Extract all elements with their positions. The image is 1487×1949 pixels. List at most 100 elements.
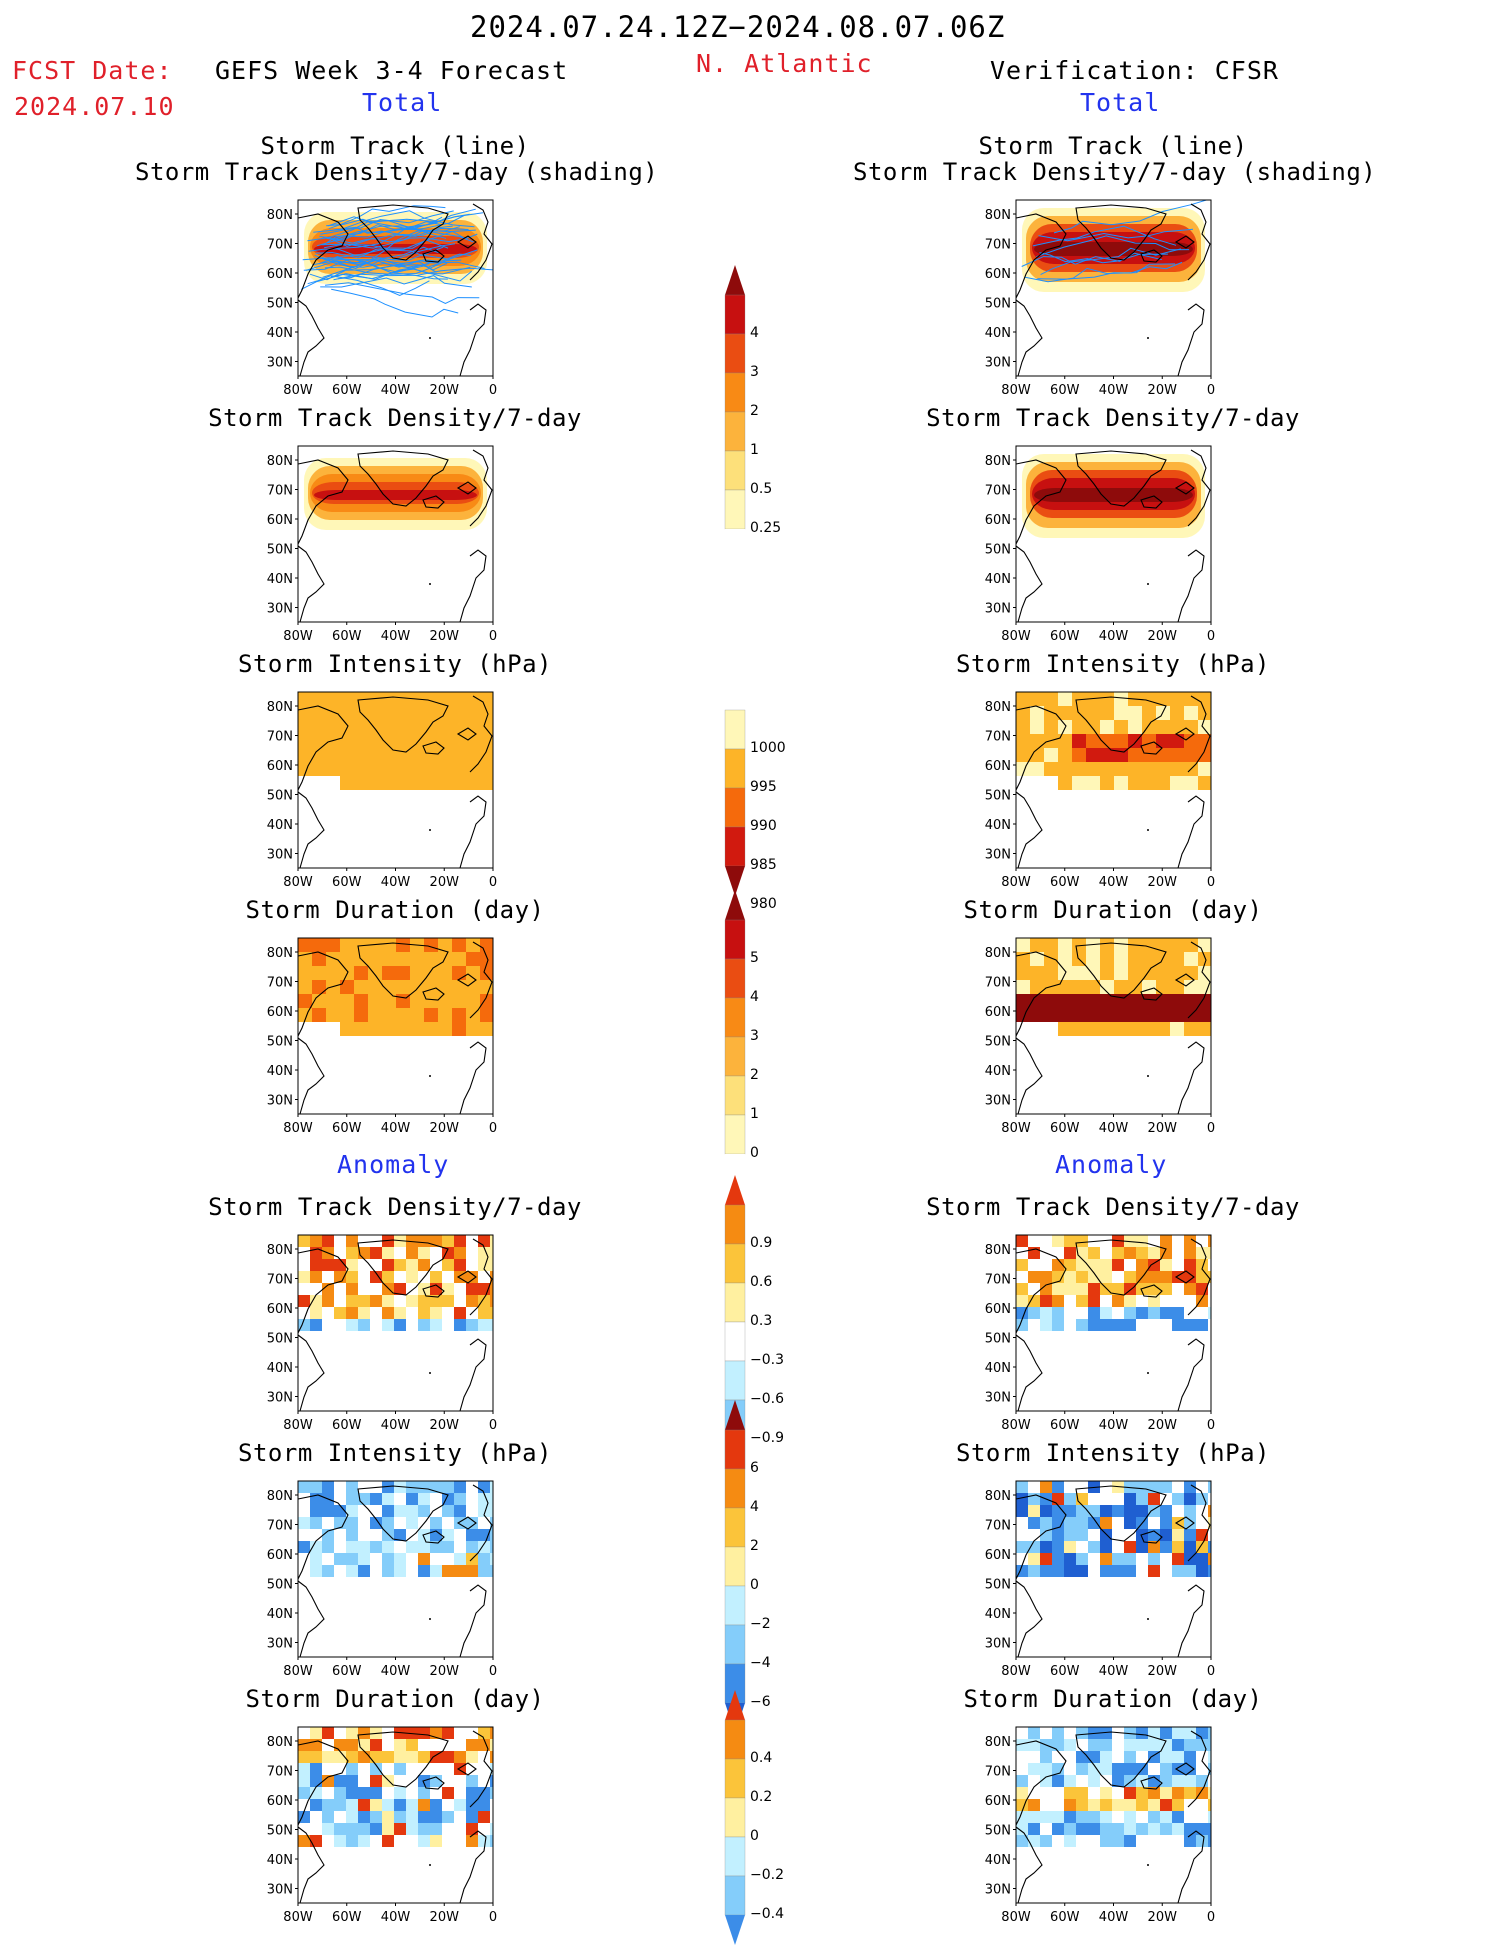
lat-tick-label: 60N: [985, 267, 1011, 282]
lat-tick-label: 40N: [267, 1361, 293, 1376]
colorbar-tick-label: 980: [750, 896, 777, 912]
lat-tick-label: 40N: [267, 1853, 293, 1868]
lat-tick-label: 70N: [985, 1765, 1011, 1780]
title-track-density-shading-left: Storm Track Density/7-day (shading): [135, 158, 659, 186]
lat-tick-label: 70N: [267, 484, 293, 499]
map-svg: 80N 70N 60N 50N 40N 30N 80W 60W 40W 20W 0: [267, 937, 497, 1136]
lon-tick-label: 0: [1207, 383, 1215, 398]
lon-tick-label: 40W: [381, 383, 411, 398]
field-density: [1022, 454, 1205, 538]
colorbar-tick-label: 0.4: [750, 1750, 773, 1766]
lat-tick-label: 50N: [267, 1035, 293, 1050]
lon-tick-label: 0: [489, 875, 497, 890]
title-track-line-left: Storm Track (line): [260, 132, 530, 160]
field-track: [1021, 200, 1209, 292]
lat-tick-label: 50N: [267, 1824, 293, 1839]
lat-tick-label: 60N: [985, 1794, 1011, 1809]
lon-tick-label: 20W: [430, 1121, 460, 1136]
lon-tick-label: 0: [489, 1418, 497, 1433]
lat-tick-label: 30N: [267, 356, 293, 371]
lon-tick-label: 60W: [332, 1910, 362, 1925]
lat-tick-label: 80N: [985, 454, 1011, 469]
field-ianom: [298, 1481, 493, 1577]
lat-tick-label: 70N: [985, 976, 1011, 991]
colorbar-tick-label: −0.4: [750, 1906, 784, 1922]
lat-tick-label: 80N: [985, 208, 1011, 223]
coastline: [1016, 203, 1211, 376]
map-svg: 80N 70N 60N 50N 40N 30N 80W 60W 40W 20W 0: [267, 199, 497, 398]
colorbar-density-anom: 0.9 0.6 0.3 −0.3 −0.6 −0.9: [720, 1175, 800, 1508]
lon-tick-label: 80W: [1001, 1121, 1031, 1136]
lon-tick-label: 20W: [1148, 875, 1178, 890]
lat-tick-label: 60N: [267, 759, 293, 774]
lat-tick-label: 50N: [267, 789, 293, 804]
lon-tick-label: 80W: [283, 875, 313, 890]
map-danom-forecast: 80N 70N 60N 50N 40N 30N 80W 60W 40W 20W 0: [253, 1225, 508, 1441]
lat-tick-label: 70N: [267, 730, 293, 745]
left-column-title: GEFS Week 3-4 Forecast: [215, 56, 569, 85]
title-track-density-left: Storm Track Density/7-day: [208, 404, 582, 432]
lon-tick-label: 80W: [283, 629, 313, 644]
coastline: [298, 1238, 493, 1411]
total-label-right: Total: [1080, 88, 1161, 117]
title-intensity-anom-left: Storm Intensity (hPa): [238, 1439, 552, 1467]
field-danom: [298, 1235, 493, 1331]
colorbar-duration-anom: 0.4 0.2 0 −0.2 −0.4: [720, 1690, 800, 1945]
colorbar-tick-label: 0.25: [750, 520, 782, 536]
lat-tick-label: 80N: [267, 1735, 293, 1750]
map-duanom-verification: 80N 70N 60N 50N 40N 30N 80W 60W 40W 20W 0: [971, 1717, 1226, 1933]
field-duration: [298, 938, 493, 1036]
lon-tick-label: 60W: [332, 383, 362, 398]
coastline: [1016, 941, 1211, 1114]
lat-tick-label: 30N: [267, 602, 293, 617]
lat-tick-label: 80N: [267, 208, 293, 223]
lat-tick-label: 50N: [267, 1332, 293, 1347]
lon-tick-label: 20W: [1148, 1910, 1178, 1925]
colorbar-tick-label: 0: [750, 1145, 759, 1161]
map-svg: 80N 70N 60N 50N 40N 30N 80W 60W 40W 20W 0: [985, 1234, 1215, 1433]
fcst-date-label: FCST Date:: [12, 56, 173, 85]
lat-tick-label: 60N: [985, 513, 1011, 528]
lon-tick-label: 20W: [1148, 1664, 1178, 1679]
lat-tick-label: 30N: [267, 1391, 293, 1406]
lat-tick-label: 70N: [985, 238, 1011, 253]
lon-tick-label: 20W: [430, 1664, 460, 1679]
coastline: [298, 695, 493, 868]
field-duanom: [298, 1727, 493, 1847]
lat-tick-label: 50N: [985, 1035, 1011, 1050]
lon-tick-label: 80W: [283, 1664, 313, 1679]
colorbar-tick-label: 5: [750, 950, 759, 966]
lon-tick-label: 0: [489, 629, 497, 644]
lon-tick-label: 0: [489, 1910, 497, 1925]
total-label-left: Total: [362, 88, 443, 117]
field-density: [304, 458, 487, 530]
lat-tick-label: 80N: [267, 1489, 293, 1504]
map-track-forecast: 80N 70N 60N 50N 40N 30N 80W 60W 40W 20W 0: [253, 190, 508, 406]
coastline: [298, 1484, 493, 1657]
lat-tick-label: 30N: [985, 1883, 1011, 1898]
right-column-title: Verification: CFSR: [990, 56, 1279, 85]
lat-tick-label: 30N: [985, 356, 1011, 371]
map-track-verification: 80N 70N 60N 50N 40N 30N 80W 60W 40W 20W 0: [971, 190, 1226, 406]
lon-tick-label: 0: [1207, 1121, 1215, 1136]
colorbar-tick-label: 0: [750, 1828, 759, 1844]
lat-tick-label: 80N: [267, 700, 293, 715]
lon-tick-label: 60W: [1050, 875, 1080, 890]
colorbar-tick-label: 3: [750, 364, 759, 380]
lon-tick-label: 20W: [430, 629, 460, 644]
coastline: [1016, 1484, 1211, 1657]
lon-tick-label: 0: [1207, 875, 1215, 890]
lon-tick-label: 60W: [332, 875, 362, 890]
map-svg: 80N 70N 60N 50N 40N 30N 80W 60W 40W 20W 0: [985, 199, 1215, 398]
colorbar-tick-label: 0.6: [750, 1274, 773, 1290]
lat-tick-label: 80N: [985, 946, 1011, 961]
lon-tick-label: 80W: [283, 1121, 313, 1136]
lon-tick-label: 20W: [1148, 1121, 1178, 1136]
lat-tick-label: 40N: [267, 1607, 293, 1622]
lon-tick-label: 40W: [1099, 1121, 1129, 1136]
coastline: [298, 449, 493, 622]
lon-tick-label: 0: [489, 1121, 497, 1136]
lon-tick-label: 0: [489, 383, 497, 398]
region-label: N. Atlantic: [696, 49, 873, 78]
lon-tick-label: 60W: [1050, 1418, 1080, 1433]
